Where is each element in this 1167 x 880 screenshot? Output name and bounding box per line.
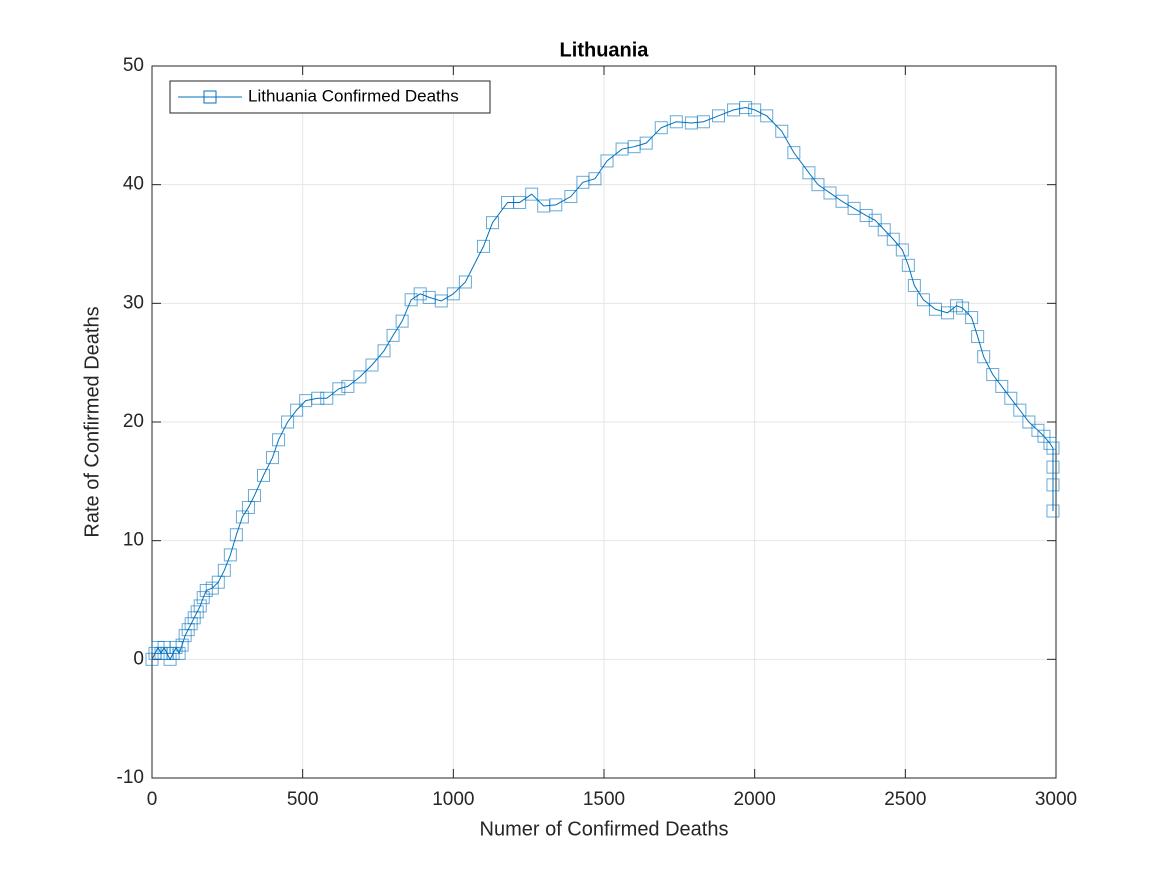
y-tick-label: 30 — [123, 292, 144, 313]
x-tick-label: 0 — [147, 789, 158, 810]
x-tick-label: 2500 — [884, 789, 926, 810]
y-tick-label: -10 — [117, 767, 144, 788]
data-marker — [895, 243, 909, 257]
data-marker — [525, 187, 539, 201]
data-marker — [290, 403, 304, 417]
legend: Lithuania Confirmed Deaths — [169, 80, 491, 114]
data-marker — [446, 287, 460, 301]
data-marker — [486, 216, 500, 230]
data-marker — [739, 101, 753, 115]
data-marker — [272, 433, 286, 447]
data-marker — [971, 330, 985, 344]
data-marker — [1022, 415, 1036, 429]
data-marker — [386, 328, 400, 342]
data-marker — [476, 239, 490, 253]
data-marker — [1046, 478, 1060, 492]
data-marker — [549, 198, 563, 212]
data-marker — [395, 314, 409, 328]
data-marker — [847, 201, 861, 215]
data-marker — [1046, 441, 1060, 455]
data-marker — [986, 368, 1000, 382]
data-marker — [217, 563, 231, 577]
data-marker — [353, 370, 367, 384]
chart-title: Lithuania — [560, 39, 650, 61]
data-marker — [907, 279, 921, 293]
data-marker — [223, 548, 237, 562]
data-marker — [901, 258, 915, 272]
data-marker — [835, 194, 849, 208]
data-marker — [256, 468, 270, 482]
axes-box — [151, 65, 1057, 779]
data-marker — [995, 379, 1009, 393]
data-marker — [588, 172, 602, 186]
data-marker — [823, 186, 837, 200]
data-marker — [977, 350, 991, 364]
data-marker — [811, 178, 825, 192]
data-marker — [1043, 436, 1057, 450]
data-marker — [247, 489, 261, 503]
y-tick-label: 50 — [123, 55, 144, 76]
y-tick-label: 40 — [123, 174, 144, 195]
data-marker — [281, 415, 295, 429]
data-marker — [868, 213, 882, 227]
data-marker — [760, 109, 774, 123]
data-marker — [1046, 504, 1060, 518]
data-marker — [266, 451, 280, 465]
data-marker — [434, 294, 448, 308]
x-tick-label: 3000 — [1035, 789, 1077, 810]
x-tick-label: 2000 — [734, 789, 776, 810]
data-marker — [196, 591, 210, 605]
data-marker — [229, 528, 243, 542]
data-line — [151, 107, 1054, 661]
data-marker — [341, 379, 355, 393]
y-tick-label: 10 — [123, 530, 144, 551]
data-marker — [712, 109, 726, 123]
data-marker — [859, 209, 873, 223]
data-marker — [654, 121, 668, 135]
data-marker — [377, 344, 391, 358]
legend-label: Lithuania Confirmed Deaths — [248, 86, 459, 105]
x-tick-label: 1500 — [583, 789, 625, 810]
data-marker — [956, 301, 970, 315]
y-axis-label: Rate of Confirmed Deaths — [81, 306, 103, 537]
data-marker — [1004, 391, 1018, 405]
y-tick-label: 0 — [133, 648, 144, 669]
data-marker — [320, 391, 334, 405]
data-marker — [639, 136, 653, 150]
data-marker — [311, 391, 325, 405]
y-tick-label: 20 — [123, 411, 144, 432]
data-marker — [513, 195, 527, 209]
legend-marker — [203, 90, 217, 104]
x-axis-label: Numer of Confirmed Deaths — [480, 818, 729, 840]
data-marker — [802, 166, 816, 180]
data-marker — [886, 232, 900, 246]
data-marker — [877, 223, 891, 237]
data-marker — [1046, 460, 1060, 474]
data-marker — [332, 382, 346, 396]
data-marker — [669, 115, 683, 129]
data-marker — [175, 638, 189, 652]
data-marker — [193, 599, 207, 613]
data-marker — [600, 154, 614, 168]
data-marker — [965, 311, 979, 325]
data-marker — [564, 190, 578, 204]
data-marker — [458, 275, 472, 289]
data-marker — [1013, 403, 1027, 417]
data-marker — [413, 287, 427, 301]
data-marker — [916, 293, 930, 307]
data-marker — [365, 358, 379, 372]
data-marker — [775, 124, 789, 138]
x-tick-label: 500 — [287, 789, 319, 810]
data-marker — [787, 146, 801, 160]
x-tick-label: 1000 — [432, 789, 474, 810]
data-marker — [941, 306, 955, 320]
data-marker — [696, 115, 710, 129]
data-marker — [172, 646, 186, 660]
